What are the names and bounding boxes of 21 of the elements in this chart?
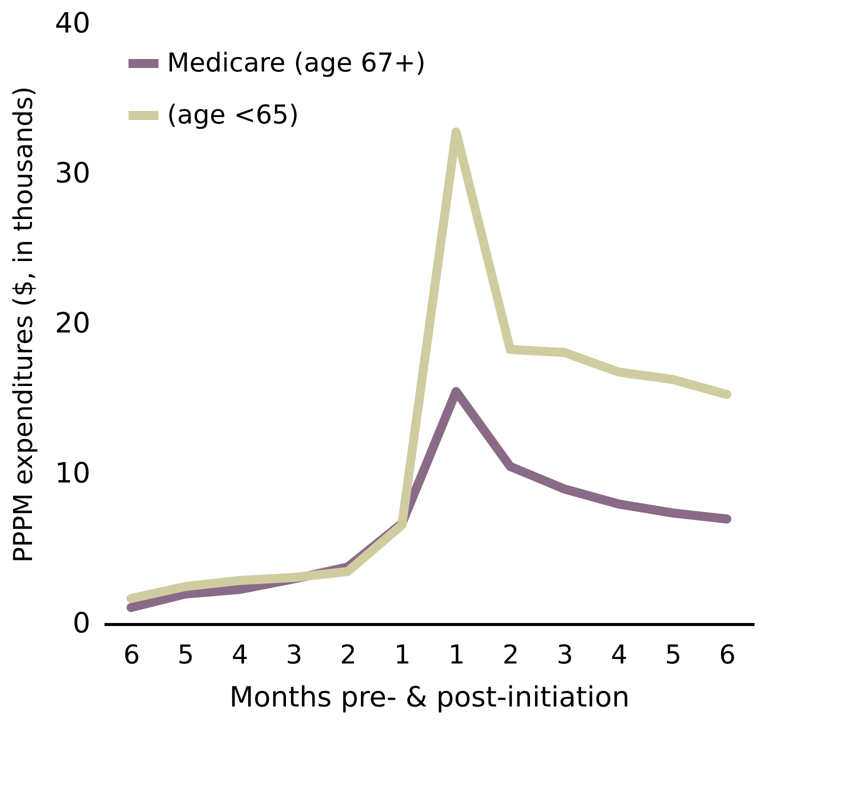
- x-axis-title: Months pre- & post-initiation: [229, 680, 630, 714]
- x-tick-label: 6: [719, 640, 736, 670]
- x-tick-label: 1: [394, 640, 411, 670]
- y-tick-label: 30: [54, 156, 90, 190]
- legend-label: Medicare (age 67+): [167, 48, 426, 78]
- x-tick-label: 6: [123, 640, 140, 670]
- y-tick-label: 10: [54, 456, 90, 490]
- x-tick-label: 2: [502, 640, 520, 670]
- x-tick-label: 3: [556, 640, 574, 670]
- y-tick-label: 40: [54, 6, 90, 40]
- y-tick-label: 20: [54, 306, 90, 340]
- y-axis-title: PPPM expenditures ($, in thousands): [8, 86, 39, 563]
- x-tick-label: 2: [340, 640, 357, 670]
- x-tick-label: 5: [664, 640, 682, 670]
- x-tick-label: 3: [286, 640, 302, 670]
- x-tick-label: 4: [232, 640, 248, 670]
- y-tick-label: 0: [72, 606, 90, 640]
- legend-label: (age <65): [167, 100, 299, 130]
- x-tick-label: 5: [177, 640, 194, 670]
- x-tick-label: 4: [610, 640, 628, 670]
- x-tick-label: 1: [448, 640, 465, 670]
